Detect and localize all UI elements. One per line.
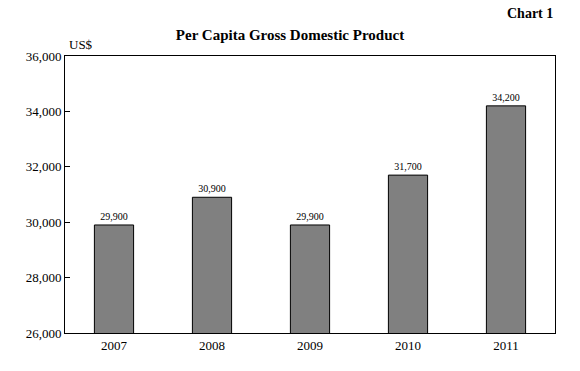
svg-text:2007: 2007	[101, 338, 128, 353]
svg-text:36,000: 36,000	[26, 49, 62, 64]
svg-text:34,000: 34,000	[26, 104, 62, 119]
svg-text:29,900: 29,900	[100, 211, 128, 222]
svg-text:2010: 2010	[395, 338, 421, 353]
svg-text:2008: 2008	[199, 338, 225, 353]
svg-text:30,000: 30,000	[26, 215, 62, 230]
svg-text:34,200: 34,200	[492, 92, 520, 103]
svg-text:31,700: 31,700	[394, 161, 422, 172]
svg-text:30,900: 30,900	[198, 183, 226, 194]
svg-text:32,000: 32,000	[26, 159, 62, 174]
svg-text:29,900: 29,900	[296, 211, 324, 222]
svg-text:2009: 2009	[297, 338, 323, 353]
svg-text:Per Capita Gross Domestic Prod: Per Capita Gross Domestic Product	[176, 27, 404, 43]
svg-text:26,000: 26,000	[26, 326, 62, 341]
svg-text:2011: 2011	[493, 338, 519, 353]
svg-text:28,000: 28,000	[26, 270, 62, 285]
svg-text:US$: US$	[69, 37, 93, 52]
svg-text:Chart 1: Chart 1	[507, 6, 553, 21]
